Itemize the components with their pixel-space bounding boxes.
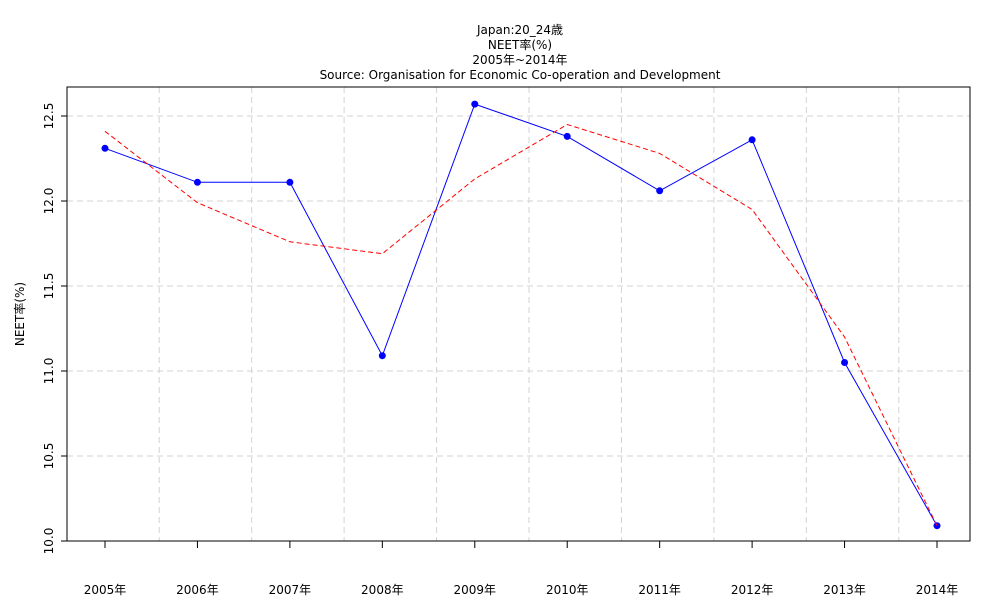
data-point xyxy=(841,359,849,366)
x-tick-label: 2008年 xyxy=(361,583,404,597)
y-tick-label: 10.5 xyxy=(42,443,56,470)
y-axis-label: NEET率(%) xyxy=(12,282,27,346)
x-tick-label: 2012年 xyxy=(731,583,774,597)
title-line: NEET率(%) xyxy=(488,37,552,52)
y-tick-label: 10.0 xyxy=(42,528,56,555)
data-point xyxy=(378,352,386,360)
data-point xyxy=(286,178,294,186)
grid xyxy=(67,87,970,542)
x-tick-label: 2013年 xyxy=(823,583,866,597)
title-line: Japan:20_24歳 xyxy=(476,23,563,37)
title-line: 2005年~2014年 xyxy=(472,53,567,67)
plot-frame xyxy=(66,86,971,542)
y-tick-label: 11.5 xyxy=(42,273,56,300)
x-tick-label: 2007年 xyxy=(269,583,312,597)
x-tick-label: 2014年 xyxy=(916,583,959,597)
title-line: Source: Organisation for Economic Co-ope… xyxy=(320,68,721,82)
y-tick-label: 11.0 xyxy=(42,358,56,385)
y-tick-label: 12.0 xyxy=(42,188,56,215)
x-tick-label: 2011年 xyxy=(638,583,681,597)
series-line-2 xyxy=(104,123,938,526)
data-point xyxy=(101,144,109,152)
data-point xyxy=(563,132,571,140)
data-point xyxy=(471,100,479,108)
data-point xyxy=(193,178,201,186)
series xyxy=(101,100,941,530)
x-tick-label: 2010年 xyxy=(546,583,589,597)
y-tick-label: 12.5 xyxy=(42,103,56,130)
data-point xyxy=(933,522,941,530)
x-axis: 2005年 2006年 2007年 2008年 2009年 2010年 2011年 2012年… xyxy=(84,541,959,597)
series-line-1 xyxy=(104,103,938,526)
x-tick-label: 2006年 xyxy=(176,583,219,597)
data-point xyxy=(748,136,756,144)
data-point xyxy=(656,187,664,195)
x-tick-label: 2009年 xyxy=(454,583,497,597)
y-axis: 10.0 10.5 11.0 11.5 12.0 12.5 xyxy=(42,103,67,555)
x-tick-label: 2005年 xyxy=(84,583,127,597)
